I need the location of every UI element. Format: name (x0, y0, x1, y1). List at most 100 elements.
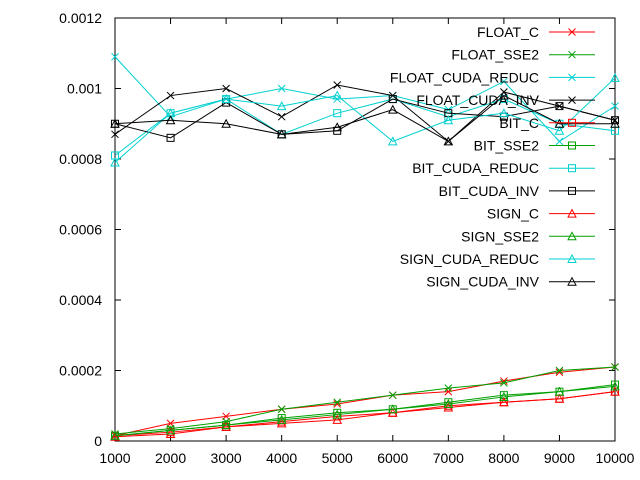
x-tick-label: 1000 (99, 450, 130, 466)
data-point-sign-cuda-reduc (443, 115, 454, 125)
series-line-float-c (114, 366, 616, 437)
legend-marker (568, 164, 576, 173)
data-point-sign-cuda-reduc (610, 72, 620, 82)
data-point-sign-cuda-reduc (110, 157, 120, 167)
legend-marker (567, 276, 577, 286)
legend-entry-bit-sse2: BIT_SSE2 (474, 138, 595, 154)
data-point-float-cuda-inv (222, 84, 230, 93)
data-point-sign-sse2 (221, 420, 231, 430)
data-point-sign-cuda-reduc (554, 125, 565, 135)
data-point-sign-cuda-reduc (387, 136, 398, 146)
series-line-float-sse2 (114, 366, 616, 435)
series-layer (110, 52, 620, 441)
data-point-sign-cuda-inv (332, 122, 343, 132)
data-point-float-cuda-reduc (500, 77, 508, 86)
legend-label: BIT_SSE2 (474, 138, 540, 154)
data-point-bit-sse2 (444, 398, 453, 407)
data-point-float-cuda-inv (166, 91, 175, 100)
y-tick-label: 0.0008 (59, 151, 102, 167)
data-point-float-sse2 (611, 363, 619, 371)
data-point-sign-cuda-reduc (221, 94, 231, 104)
data-point-sign-cuda-inv (276, 129, 287, 139)
data-point-sign-cuda-inv (387, 104, 398, 114)
series-line-sign-c (114, 391, 616, 438)
data-point-sign-sse2 (110, 430, 120, 440)
data-point-bit-cuda-inv (555, 102, 564, 111)
data-point-float-sse2 (555, 366, 564, 375)
legend-entry-sign-sse2: SIGN_SSE2 (461, 228, 595, 244)
data-point-float-cuda-reduc (555, 137, 564, 146)
axis-ticks (114, 17, 616, 442)
legend-marker (567, 231, 577, 241)
legend-marker (568, 50, 576, 59)
x-tick-labels: 1000 2000 3000 4000 5000 6000 7000 8000 9000 1000… (99, 450, 634, 466)
legend-entry-sign-cuda-reduc: SIGN_CUDA_REDUC (400, 251, 595, 267)
data-point-sign-cuda-reduc (276, 101, 287, 111)
y-tick-label: 0.0002 (59, 363, 102, 379)
series-float-cuda-inv (111, 81, 619, 146)
x-tick-label: 5000 (322, 450, 353, 466)
legend-label: FLOAT_CUDA_INV (416, 92, 539, 108)
x-tick-label: 4000 (266, 450, 297, 466)
legend-label: SIGN_CUDA_REDUC (400, 251, 539, 267)
data-point-sign-cuda-reduc (332, 90, 343, 100)
data-point-sign-sse2 (443, 398, 454, 408)
legend-marker (567, 208, 577, 218)
data-point-sign-cuda-inv (443, 136, 454, 146)
legend-entry-float-cuda-inv: FLOAT_CUDA_INV (416, 92, 595, 108)
series-float-c (111, 363, 619, 440)
legend-entry-bit-cuda-inv: BIT_CUDA_INV (439, 183, 595, 199)
series-line-sign-sse2 (114, 385, 616, 437)
legend-marker (568, 141, 576, 150)
data-point-float-cuda-inv (277, 112, 286, 121)
data-point-float-cuda-reduc (277, 84, 286, 93)
data-point-sign-cuda-inv (165, 115, 176, 125)
series-line-bit-sse2 (114, 384, 616, 437)
data-point-float-sse2 (388, 391, 397, 400)
legend-marker (567, 253, 577, 263)
data-point-sign-sse2 (387, 404, 398, 414)
data-point-sign-cuda-inv (610, 118, 620, 128)
data-point-sign-sse2 (276, 414, 287, 424)
legend: FLOAT_C FLOAT_SSE2 FLOAT_CUDA_REDUC FLOAT_C… (390, 24, 595, 290)
legend-entry-sign-cuda-inv: SIGN_CUDA_INV (426, 274, 595, 290)
data-point-float-sse2 (444, 384, 453, 392)
x-tick-label: 2000 (155, 450, 186, 466)
legend-entry-bit-c: BIT_C (499, 115, 595, 131)
data-point-sign-cuda-inv (499, 90, 509, 100)
legend-label: FLOAT_SSE2 (451, 47, 539, 63)
legend-marker (568, 73, 576, 82)
legend-marker (568, 186, 576, 195)
legend-entry-float-c: FLOAT_C (477, 24, 595, 40)
plot-frame (114, 17, 616, 442)
series-sign-cuda-reduc (110, 72, 620, 167)
data-point-sign-sse2 (554, 386, 565, 396)
legend-label: SIGN_C (487, 206, 539, 222)
legend-entry-float-sse2: FLOAT_SSE2 (451, 47, 595, 63)
x-tick-label: 6000 (377, 450, 408, 466)
data-point-bit-cuda-inv (166, 133, 175, 142)
y-tick-label: 0.0006 (59, 222, 102, 238)
data-point-bit-sse2 (277, 414, 286, 423)
data-point-float-sse2 (333, 398, 342, 407)
y-tick-label: 0.0004 (59, 292, 102, 308)
data-point-sign-cuda-inv (554, 118, 565, 128)
data-point-bit-cuda-reduc (333, 109, 342, 118)
data-point-sign-cuda-inv (110, 118, 120, 128)
legend-entry-bit-cuda-reduc: BIT_CUDA_REDUC (412, 160, 595, 176)
y-tick-label: 0 (94, 433, 102, 449)
legend-marker (568, 118, 576, 127)
series-sign-cuda-inv (110, 90, 620, 146)
data-point-sign-c (332, 414, 343, 424)
legend-entry-sign-c: SIGN_C (487, 206, 595, 222)
data-point-sign-sse2 (165, 425, 176, 435)
data-point-float-cuda-inv (111, 130, 119, 139)
data-point-float-sse2 (277, 405, 286, 414)
series-line-float-cuda-inv (114, 84, 616, 143)
legend-marker (568, 96, 576, 104)
series-sign-sse2 (110, 381, 620, 440)
data-point-sign-cuda-inv (221, 118, 231, 128)
data-point-bit-cuda-inv (388, 95, 397, 104)
legend-label: FLOAT_C (477, 24, 539, 40)
